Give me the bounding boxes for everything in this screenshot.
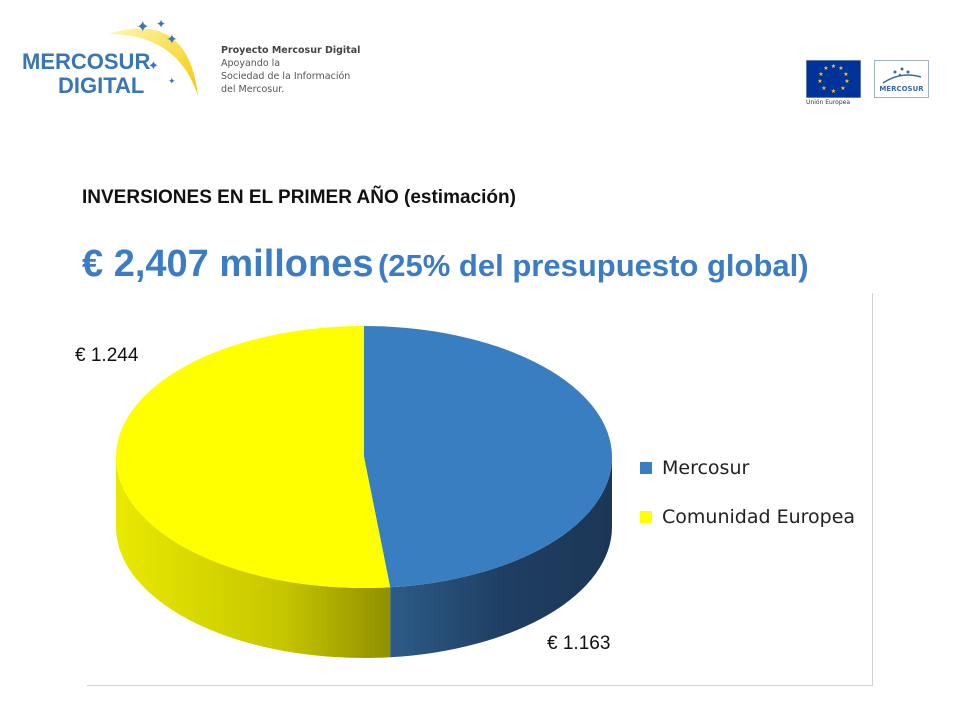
headline-note: (25% del presupuesto global)	[377, 248, 809, 283]
logo-word-mercosur: MERCOSUR	[22, 49, 151, 74]
slide-headline: € 2,407 millones (25% del presupuesto gl…	[82, 243, 809, 286]
logo-word-digital: DIGITAL	[58, 73, 145, 98]
tagline-line: Apoyando la	[221, 58, 281, 69]
svg-text:★: ★	[823, 65, 828, 72]
tagline-line: del Mercosur.	[221, 84, 285, 95]
mercosur-badge: MERCOSUR	[874, 60, 929, 98]
svg-text:★: ★	[818, 71, 823, 78]
mercosur-badge-label: MERCOSUR	[879, 85, 924, 93]
svg-text:★: ★	[844, 78, 849, 85]
svg-text:✦: ✦	[136, 17, 149, 36]
eu-flag-icon: ★ ★★ ★★★ ★★★ ★	[806, 60, 861, 98]
pie-slice-comunidad-europea	[115, 326, 391, 589]
legend-swatch-comunidad-europea	[640, 511, 652, 523]
logo-arc-icon: ✦ ✦ ✦ ✦ ✦	[108, 17, 198, 96]
headline-amount: € 2,407 millones	[82, 243, 374, 285]
legend-label-comunidad-europea: Comunidad Europea	[662, 506, 856, 528]
svg-text:✦: ✦	[148, 59, 159, 74]
logo-tagline: Proyecto Mercosur Digital Apoyando la So…	[221, 44, 360, 96]
svg-text:✦: ✦	[166, 32, 178, 48]
tagline-line: Sociedad de la Información	[221, 71, 351, 82]
svg-text:✦: ✦	[168, 77, 176, 87]
mercosur-digital-logo: ✦ ✦ ✦ ✦ ✦ MERCOSUR DIGITAL Proyecto Merc…	[18, 14, 378, 106]
svg-text:★: ★	[843, 71, 848, 78]
legend-swatch-mercosur	[640, 462, 652, 474]
svg-text:★: ★	[817, 78, 822, 85]
svg-text:★: ★	[831, 63, 836, 70]
data-label-mercosur: € 1.163	[547, 633, 611, 654]
svg-text:✦: ✦	[156, 17, 166, 31]
svg-text:★: ★	[821, 85, 826, 92]
svg-text:★: ★	[840, 85, 845, 92]
eu-caption: Unión Europea	[806, 99, 851, 106]
pie-slice-mercosur	[364, 326, 612, 588]
legend-item-comunidad-europea: Comunidad Europea	[640, 504, 855, 530]
chart-frame	[87, 293, 873, 686]
mercosur-stars-icon	[882, 67, 922, 84]
legend-item-mercosur: Mercosur	[640, 455, 855, 481]
legend-label-mercosur: Mercosur	[662, 457, 750, 479]
chart-legend: Mercosur Comunidad Europea	[640, 455, 855, 553]
tagline-line: Proyecto Mercosur Digital	[221, 45, 361, 56]
svg-text:★: ★	[831, 88, 836, 95]
slide-subtitle: INVERSIONES EN EL PRIMER AÑO (estimación…	[82, 187, 516, 208]
pie-side-comunidad-europea	[116, 457, 391, 659]
svg-text:★: ★	[838, 65, 843, 72]
pie-side-mercosur	[390, 457, 612, 658]
data-label-comunidad-europea: € 1.244	[75, 345, 139, 366]
